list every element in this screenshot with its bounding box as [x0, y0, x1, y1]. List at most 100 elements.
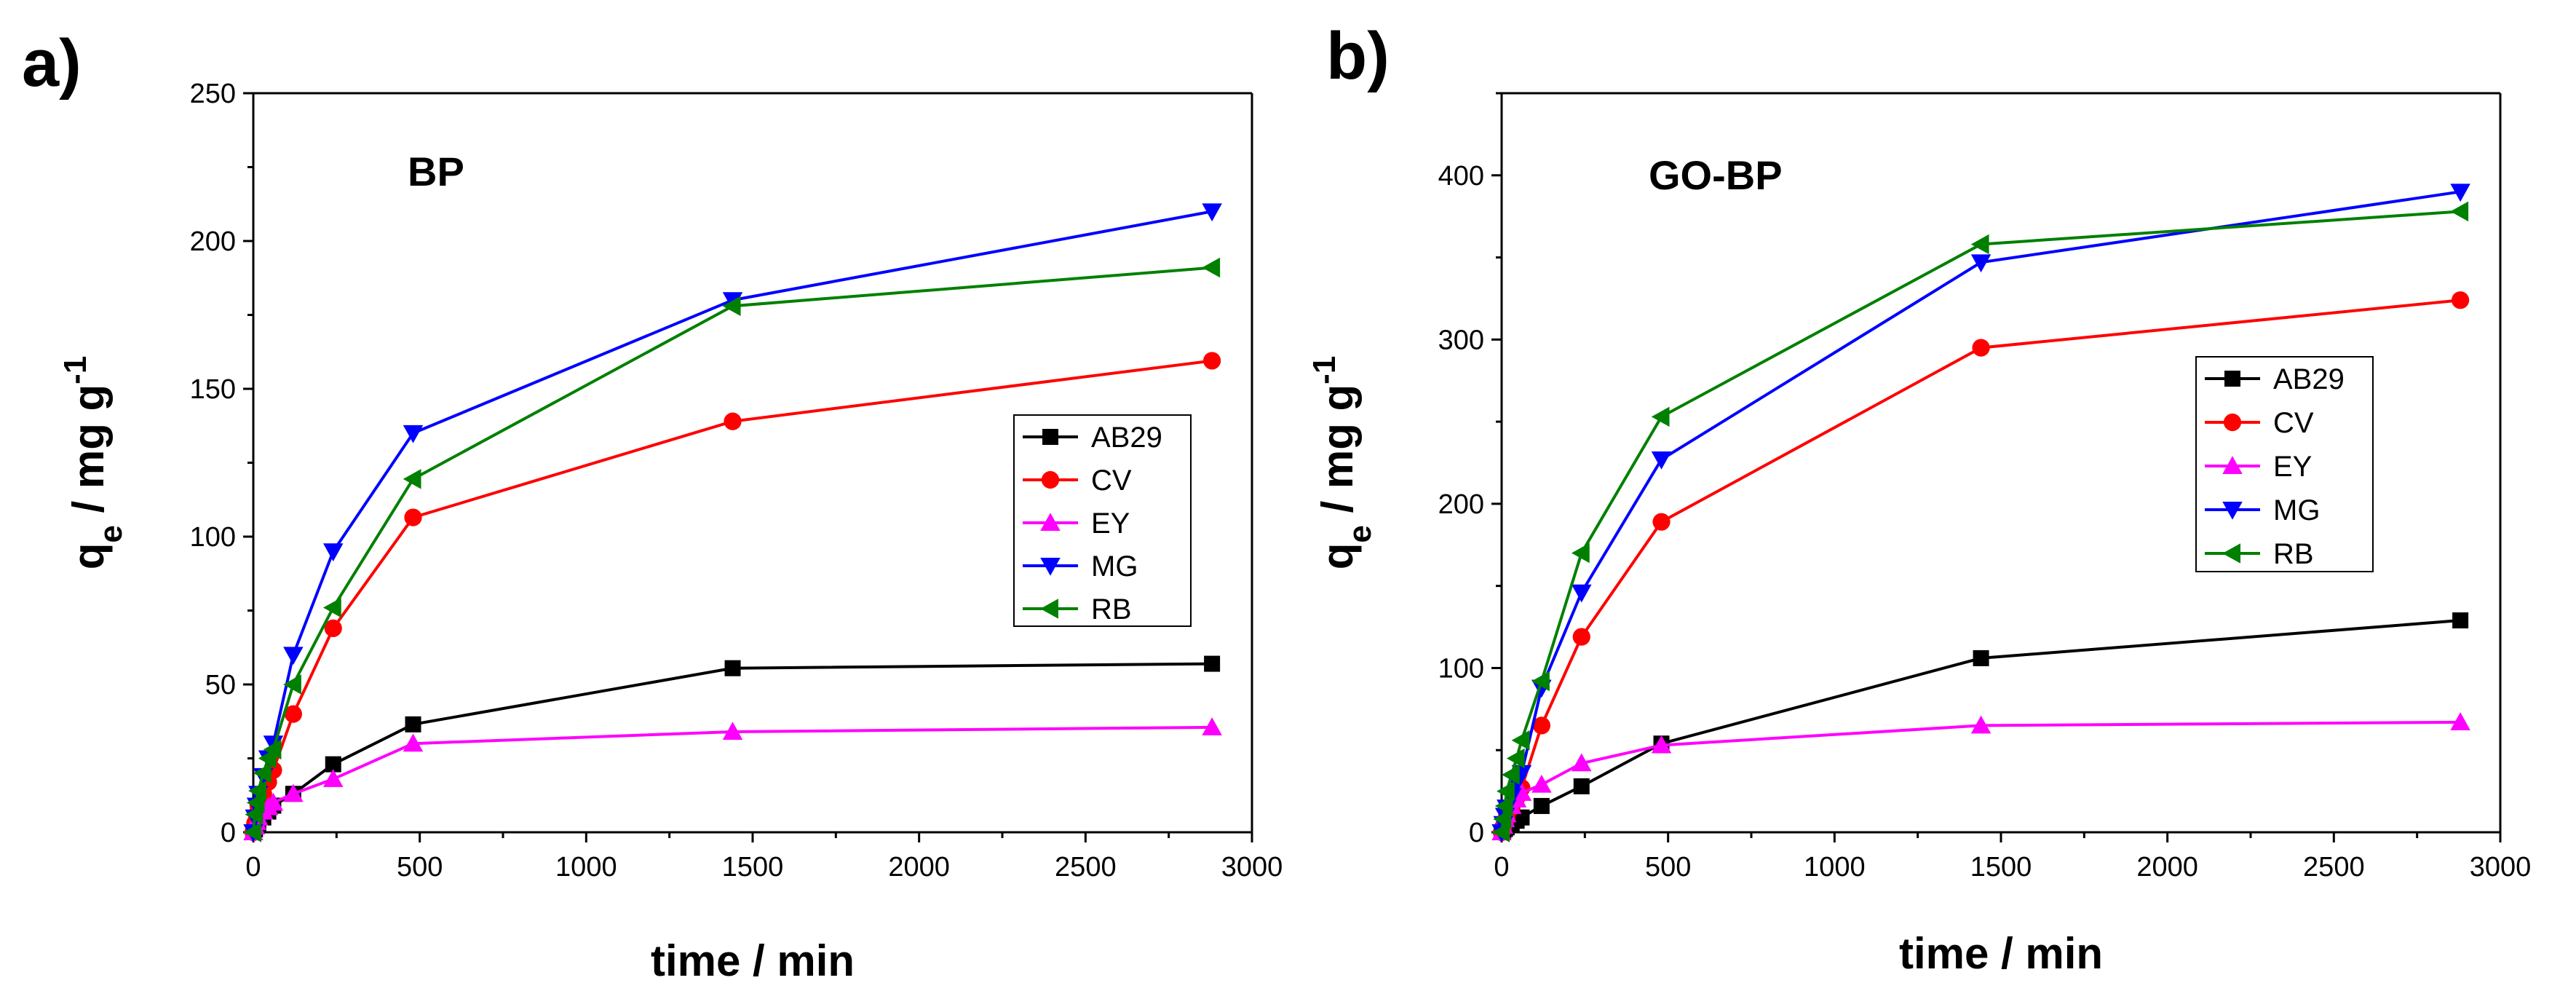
- data-point-ey: [403, 733, 424, 752]
- data-point-rb: [1497, 781, 1515, 802]
- data-point-ab29: [1973, 650, 1989, 666]
- y-tick-label: 100: [1438, 653, 1484, 684]
- x-tick-label: 2000: [2136, 852, 2198, 883]
- panel-label: b): [1326, 19, 1390, 93]
- x-tick-label: 2500: [1055, 852, 1117, 883]
- x-tick-label: 1500: [722, 852, 784, 883]
- data-point-cv: [724, 412, 742, 430]
- data-point-rb: [1501, 765, 1520, 785]
- data-point-ab29: [1533, 797, 1550, 814]
- x-tick-label: 500: [397, 852, 443, 883]
- y-axis-title-superscript: -1: [1307, 356, 1342, 384]
- data-point-cv: [1532, 716, 1550, 735]
- data-point-cv: [1572, 628, 1590, 646]
- data-point-rb: [1493, 809, 1512, 829]
- y-axis-title: qe / mg g-1: [58, 356, 129, 570]
- y-axis-title: qe / mg g-1: [1307, 356, 1378, 570]
- y-axis-title-units: / mg g: [1313, 384, 1362, 525]
- legend-box: [1013, 414, 1192, 627]
- x-axis-title: time / min: [651, 936, 855, 985]
- data-point-rb: [1506, 748, 1525, 769]
- data-point-ey: [1970, 715, 1992, 734]
- x-tick-label: 3000: [2470, 852, 2532, 883]
- legend-marker-mg: [1040, 558, 1061, 576]
- y-tick-label: 0: [221, 818, 236, 848]
- x-tick-label: 500: [1645, 852, 1691, 883]
- chart-panel-b: b) 0 500 1000 1500 2000 2500 3000 0 100 200 300 400 t…: [1307, 19, 2532, 978]
- data-point-rb: [246, 792, 265, 813]
- legend-marker-cv: [1041, 470, 1060, 489]
- data-point-ey: [2450, 712, 2470, 730]
- data-point-mg: [1651, 451, 1672, 470]
- data-point-rb: [1494, 796, 1513, 816]
- data-point-rb: [722, 296, 741, 317]
- data-point-rb: [2450, 201, 2469, 222]
- data-point-mg: [1970, 254, 1992, 273]
- data-point-rb: [1491, 822, 1510, 842]
- data-point-ey: [1651, 735, 1672, 754]
- data-point-mg: [283, 647, 304, 666]
- y-axis-title-superscript: -1: [58, 356, 93, 384]
- series-line-ey: [1500, 720, 2461, 833]
- x-tick-label: 1000: [1804, 852, 1866, 883]
- legend-box: [2195, 356, 2374, 572]
- legend-marker-ab29: [2224, 371, 2240, 387]
- data-point-mg: [2450, 183, 2470, 202]
- data-point-ey: [1202, 717, 1222, 735]
- y-axis-title-units: / mg g: [64, 384, 113, 525]
- data-point-ab29: [1573, 778, 1590, 794]
- y-tick-label: 300: [1438, 325, 1484, 355]
- y-tick-label: 50: [205, 670, 236, 700]
- data-point-rb: [1511, 730, 1530, 751]
- y-axis-title-subscript: e: [93, 525, 129, 542]
- data-point-rb: [1651, 406, 1670, 427]
- x-tick-label: 0: [1494, 852, 1509, 883]
- y-tick-label: 200: [190, 226, 236, 257]
- y-tick-label: 250: [190, 79, 236, 109]
- data-point-rb: [263, 739, 282, 760]
- data-point-rb: [1970, 234, 1989, 255]
- y-axis-title-q: q: [64, 543, 113, 570]
- legend-label-ab29: AB29: [1091, 422, 1162, 454]
- data-point-ab29: [724, 660, 741, 676]
- data-point-ab29: [1204, 655, 1221, 672]
- data-point-mg: [1572, 584, 1592, 603]
- legend-label-mg: MG: [1091, 550, 1138, 583]
- data-point-rb: [1202, 257, 1221, 278]
- legend-marker-ey: [1040, 513, 1061, 531]
- data-point-mg: [323, 543, 344, 562]
- legend-marker-mg: [2222, 502, 2243, 520]
- data-point-cv: [404, 508, 422, 526]
- data-point-mg: [403, 425, 424, 443]
- data-point-rb: [1531, 671, 1550, 692]
- chart-title: BP: [408, 149, 464, 194]
- data-point-ey: [283, 783, 304, 802]
- y-axis-title-subscript: e: [1342, 525, 1378, 542]
- legend-label-ey: EY: [2273, 451, 2312, 483]
- y-tick-label: 200: [1438, 489, 1484, 520]
- x-tick-label: 1000: [555, 852, 617, 883]
- legend-marker-cv: [2223, 413, 2242, 432]
- chart-panel-a: a) 0 500 1000 1500 2000 2500 3000 0 50 100 150 200 25…: [22, 26, 1283, 985]
- x-tick-label: 0: [245, 852, 261, 883]
- data-point-cv: [284, 705, 302, 723]
- data-point-rb: [243, 822, 261, 842]
- legend-label-rb: RB: [2273, 538, 2314, 570]
- data-point-rb: [245, 804, 263, 825]
- data-point-ey: [323, 769, 344, 787]
- y-tick-label: 100: [190, 522, 236, 553]
- x-axis-title: time / min: [1899, 929, 2103, 978]
- data-point-cv: [1203, 352, 1221, 370]
- legend-label-cv: CV: [2273, 407, 2314, 439]
- y-tick-label: 400: [1438, 161, 1484, 192]
- data-point-mg: [1202, 203, 1222, 222]
- x-tick-label: 3000: [1221, 852, 1283, 883]
- legend-label-rb: RB: [1091, 593, 1132, 625]
- series-line-ab29: [252, 662, 1213, 833]
- data-point-ey: [722, 722, 743, 740]
- x-tick-label: 1500: [1970, 852, 2032, 883]
- chart-title: GO-BP: [1649, 152, 1783, 198]
- legend-marker-rb: [2222, 543, 2240, 564]
- data-point-cv: [2452, 291, 2470, 309]
